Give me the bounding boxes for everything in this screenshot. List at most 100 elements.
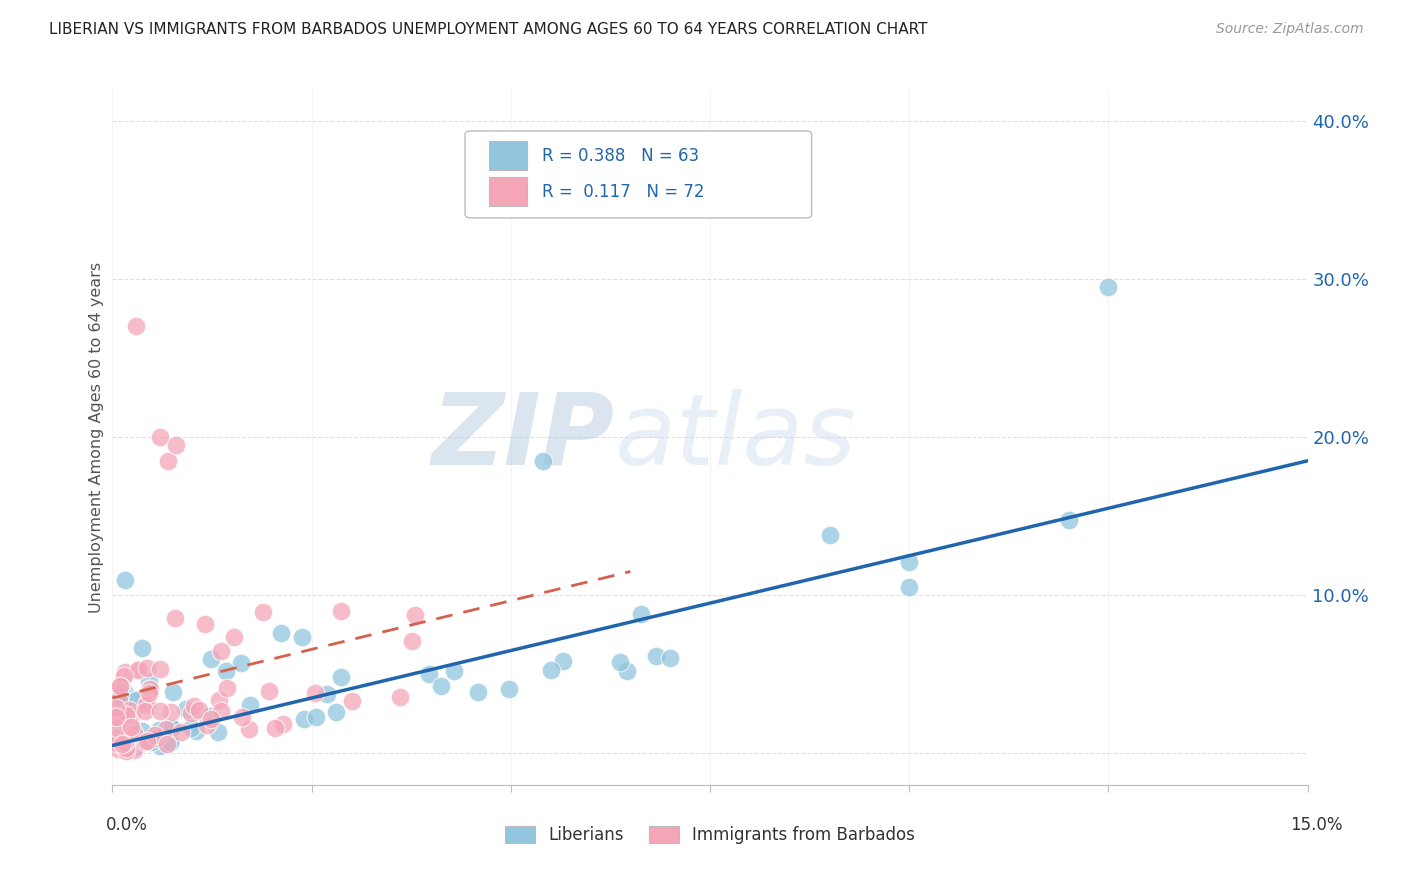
Point [229,657,252,671]
Point [187,703,209,717]
Point [117,740,139,755]
Point [467,685,489,699]
Text: 15.0%: 15.0% [1291,816,1343,834]
Point [330,670,353,684]
Point [105,736,128,750]
Point [114,686,136,700]
Point [186,724,208,739]
Point [238,723,260,737]
Point [1057,513,1080,527]
Point [128,662,150,676]
Point [155,723,177,737]
Point [131,640,153,655]
Point [180,706,202,720]
Point [329,604,352,618]
Point [110,714,132,728]
Point [325,705,347,719]
Point [163,611,186,625]
Point [118,716,141,731]
Point [159,705,181,719]
Point [141,735,163,749]
Point [127,663,149,677]
Point [105,701,128,715]
Bar [489,178,527,206]
Point [252,605,274,619]
Point [404,608,426,623]
Point [112,729,135,743]
Point [125,319,148,334]
Point [498,682,520,697]
Point [209,704,232,718]
Point [291,630,314,644]
Point [160,722,183,736]
Point [304,686,326,700]
Point [162,685,184,699]
Point [124,734,146,748]
Point [149,430,172,444]
Text: R =  0.117   N = 72: R = 0.117 N = 72 [541,183,704,201]
Point [110,705,132,719]
Point [114,573,136,587]
Point [263,721,285,735]
Point [114,707,136,722]
Text: R = 0.388   N = 63: R = 0.388 N = 63 [541,147,699,165]
Point [138,673,160,688]
Point [111,737,134,751]
Point [1097,280,1119,294]
Point [207,724,229,739]
Point [443,664,465,678]
Point [111,686,134,700]
Point [316,687,339,701]
Point [134,735,156,749]
Point [174,702,197,716]
Point [540,663,562,677]
Point [159,734,181,748]
Point [115,706,138,720]
Point [117,731,139,745]
Point [200,652,222,666]
Point [114,734,136,748]
Point [138,682,160,697]
Point [107,692,129,706]
Point [124,725,146,739]
Point [644,648,666,663]
Point [531,454,554,468]
Point [136,661,159,675]
Point [200,712,222,726]
Point [148,723,170,738]
Point [215,664,238,678]
Point [239,698,262,712]
Point [231,709,253,723]
Point [818,527,841,541]
Point [159,735,181,749]
Point [197,709,219,723]
Point [114,740,136,755]
Point [105,731,128,745]
Point [418,666,440,681]
Point [135,698,157,712]
Point [259,684,281,698]
Point [108,679,131,693]
Point [124,693,146,707]
Point [149,739,172,753]
Point [149,662,172,676]
Point [195,717,218,731]
Point [149,704,172,718]
Point [138,681,160,696]
Point [110,732,132,747]
Point [208,692,231,706]
Point [134,704,156,718]
Point [131,724,153,739]
Point [609,656,631,670]
Point [105,722,128,736]
Point [401,634,423,648]
FancyBboxPatch shape [465,131,811,218]
Text: LIBERIAN VS IMMIGRANTS FROM BARBADOS UNEMPLOYMENT AMONG AGES 60 TO 64 YEARS CORR: LIBERIAN VS IMMIGRANTS FROM BARBADOS UNE… [49,22,928,37]
Point [120,734,142,748]
Point [124,739,146,754]
Point [305,709,328,723]
Legend: Liberians, Immigrants from Barbados: Liberians, Immigrants from Barbados [498,820,922,851]
Point [112,692,135,706]
Point [630,607,652,621]
Point [155,737,177,751]
